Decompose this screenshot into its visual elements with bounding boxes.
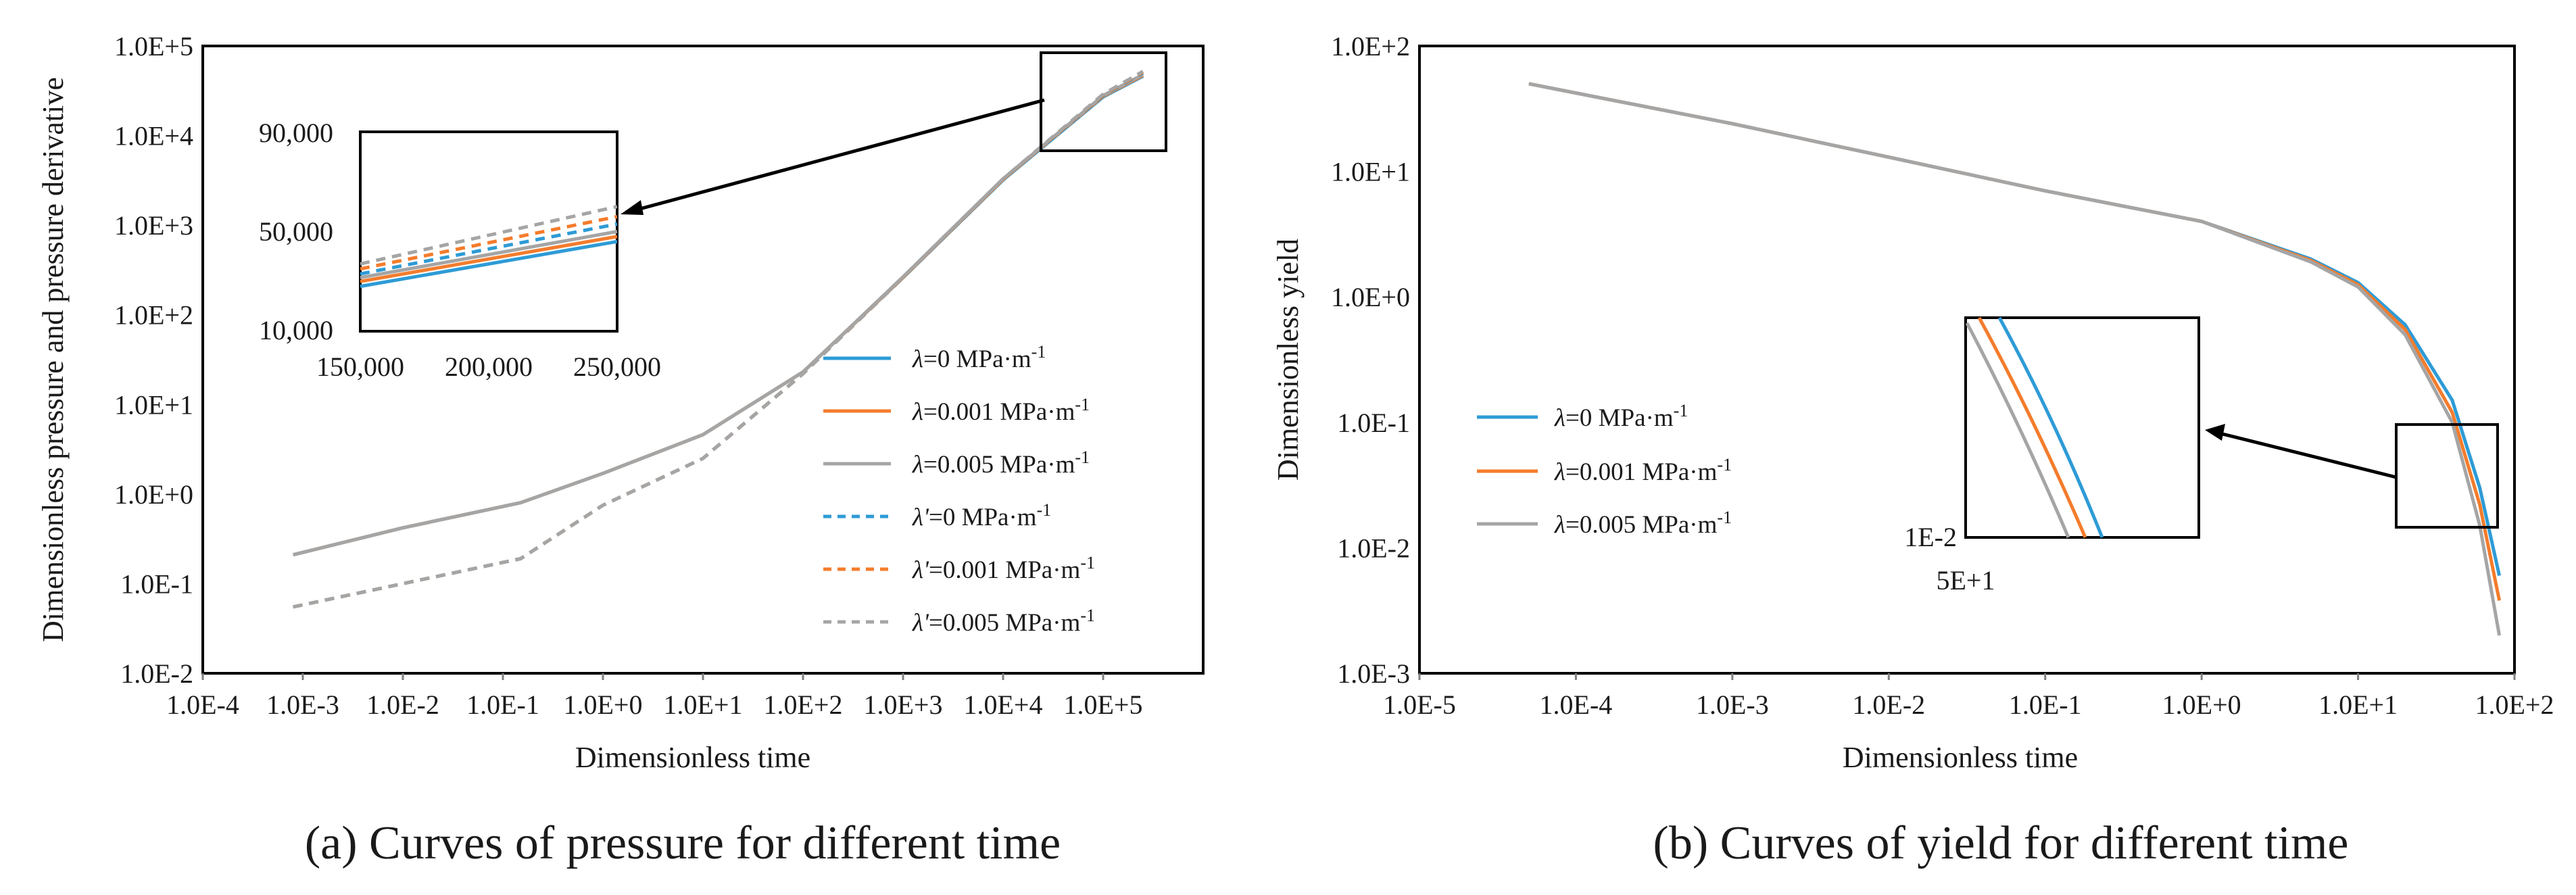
zoom-arrowhead-a bbox=[621, 200, 643, 215]
y-tick-label: 1.0E+3 bbox=[114, 210, 193, 241]
y-tick-labels-b: 1.0E-3 1.0E-2 1.0E-1 1.0E+0 1.0E+1 1.0E+2 bbox=[1331, 31, 1410, 689]
y-axis-label-b: Dimensionless yield bbox=[1271, 239, 1305, 481]
x-axis-label-b: Dimensionless time bbox=[1843, 741, 2078, 774]
inset-box-a bbox=[359, 130, 618, 333]
x-tick-label: 1.0E-3 bbox=[1696, 690, 1769, 720]
x-tick-label: 1.0E-2 bbox=[1852, 690, 1925, 720]
inset-lines-b bbox=[1965, 316, 2104, 538]
inset-x-tick: 150,000 bbox=[316, 352, 404, 382]
x-tick-label: 1.0E+5 bbox=[1064, 690, 1143, 720]
inset-line bbox=[360, 222, 618, 276]
y-tick-label: 1.0E+4 bbox=[114, 121, 193, 151]
inset-lines-a bbox=[360, 205, 618, 289]
y-tick-label: 1.0E-2 bbox=[1337, 533, 1410, 563]
inset-line bbox=[360, 205, 618, 266]
zoom-box-a bbox=[1040, 51, 1167, 152]
legend-a: λ=0 MPa·m-1 λ=0.001 MPa·m-1 λ=0.005 MPa·… bbox=[823, 342, 1095, 637]
y-tick-label: 1.0E+2 bbox=[114, 300, 193, 331]
series-line bbox=[293, 70, 1144, 609]
inset-line bbox=[1997, 316, 2104, 538]
x-tick-label: 1.0E-4 bbox=[166, 690, 239, 720]
y-tick-label: 1.0E+0 bbox=[1331, 282, 1410, 312]
x-axis-label-a: Dimensionless time bbox=[575, 741, 810, 774]
x-tick-label: 1.0E+1 bbox=[2318, 690, 2398, 720]
legend-entry: λ'=0 MPa·m-1 bbox=[912, 500, 1051, 531]
inset-box-b bbox=[1964, 316, 2200, 539]
inset-x-tick: 200,000 bbox=[445, 352, 533, 382]
zoom-arrow-a bbox=[627, 98, 1045, 214]
legend-entry: λ=0.005 MPa·m-1 bbox=[1554, 508, 1732, 539]
plot-area-b bbox=[1418, 45, 2516, 675]
x-tick-label: 1.0E+2 bbox=[764, 690, 843, 720]
inset-y-tick: 1E-2 bbox=[1904, 522, 1957, 552]
x-tick-label: 1.0E-4 bbox=[1540, 690, 1613, 720]
inset-y-tick: 90,000 bbox=[259, 118, 333, 148]
x-tick-labels-b: 1.0E-5 1.0E-4 1.0E-3 1.0E-2 1.0E-1 1.0E+0 1.0E… bbox=[1383, 673, 2554, 720]
x-tick-label: 1.0E+2 bbox=[2475, 690, 2554, 720]
caption-b: (b) Curves of yield for different time bbox=[1653, 817, 2349, 869]
legend-entry: λ'=0.005 MPa·m-1 bbox=[912, 606, 1095, 637]
zoom-arrowhead-b bbox=[2205, 424, 2225, 441]
legend-entry: λ=0.005 MPa·m-1 bbox=[912, 448, 1090, 479]
legend-entry: λ=0 MPa·m-1 bbox=[912, 342, 1046, 373]
y-tick-label: 1.0E+1 bbox=[114, 389, 193, 420]
y-axis-label-a: Dimensionless pressure and pressure deri… bbox=[37, 77, 70, 642]
inset-line bbox=[1965, 322, 2070, 538]
x-tick-label: 1.0E-2 bbox=[366, 690, 439, 720]
series-lines-a bbox=[293, 70, 1144, 609]
x-tick-label: 1.0E-3 bbox=[266, 690, 339, 720]
x-tick-label: 1.0E+4 bbox=[964, 690, 1043, 720]
inset-line bbox=[1977, 316, 2087, 538]
chart-pressure: 1.0E-4 1.0E-3 1.0E-2 1.0E-1 1.0E+0 1.0E+1 1.0E… bbox=[37, 31, 1205, 869]
y-tick-label: 1.0E-2 bbox=[120, 658, 193, 689]
x-tick-label: 1.0E-5 bbox=[1383, 690, 1456, 720]
series-lines-b bbox=[1528, 82, 2502, 636]
inset-x-tick: 250,000 bbox=[573, 352, 661, 382]
x-tick-label: 1.0E-1 bbox=[2009, 690, 2082, 720]
inset-y-tick: 10,000 bbox=[259, 315, 333, 345]
legend-entry: λ'=0.001 MPa·m-1 bbox=[912, 553, 1095, 584]
inset-x-tick: 5E+1 bbox=[1937, 565, 1995, 596]
series-line bbox=[1528, 82, 2502, 636]
x-tick-label: 1.0E+0 bbox=[564, 690, 643, 720]
x-tick-label: 1.0E+0 bbox=[2162, 690, 2241, 720]
caption-a: (a) Curves of pressure for different tim… bbox=[305, 817, 1061, 869]
legend-entry: λ=0 MPa·m-1 bbox=[1554, 401, 1688, 432]
legend-entry: λ=0.001 MPa·m-1 bbox=[1554, 455, 1732, 486]
inset-line bbox=[360, 239, 618, 289]
x-tick-label: 1.0E+3 bbox=[864, 690, 943, 720]
y-tick-label: 1.0E-1 bbox=[120, 569, 193, 599]
y-tick-label: 1.0E-1 bbox=[1337, 408, 1410, 438]
chart-yield: 1.0E-5 1.0E-4 1.0E-3 1.0E-2 1.0E-1 1.0E+0 1.0E… bbox=[1271, 31, 2554, 869]
inset-line bbox=[360, 235, 618, 283]
y-tick-label: 1.0E+2 bbox=[1331, 31, 1410, 62]
inset-line bbox=[360, 214, 618, 271]
zoom-arrow-b bbox=[2216, 431, 2397, 479]
legend-entry: λ=0.001 MPa·m-1 bbox=[912, 395, 1090, 426]
y-tick-label: 1.0E+1 bbox=[1331, 157, 1410, 187]
x-tick-labels-a: 1.0E-4 1.0E-3 1.0E-2 1.0E-1 1.0E+0 1.0E+1 1.0E… bbox=[166, 673, 1143, 720]
y-tick-label: 1.0E+5 bbox=[114, 31, 193, 62]
inset-line bbox=[360, 230, 618, 280]
y-tick-label: 1.0E-3 bbox=[1337, 658, 1410, 689]
y-tick-labels-a: 1.0E-2 1.0E-1 1.0E+0 1.0E+1 1.0E+2 1.0E+3 1.0E… bbox=[114, 31, 193, 689]
y-tick-label: 1.0E+0 bbox=[114, 479, 193, 510]
x-tick-label: 1.0E+1 bbox=[664, 690, 743, 720]
x-tick-label: 1.0E-1 bbox=[466, 690, 539, 720]
legend-b: λ=0 MPa·m-1 λ=0.001 MPa·m-1 λ=0.005 MPa·… bbox=[1477, 401, 1732, 539]
inset-y-tick: 50,000 bbox=[259, 216, 333, 247]
